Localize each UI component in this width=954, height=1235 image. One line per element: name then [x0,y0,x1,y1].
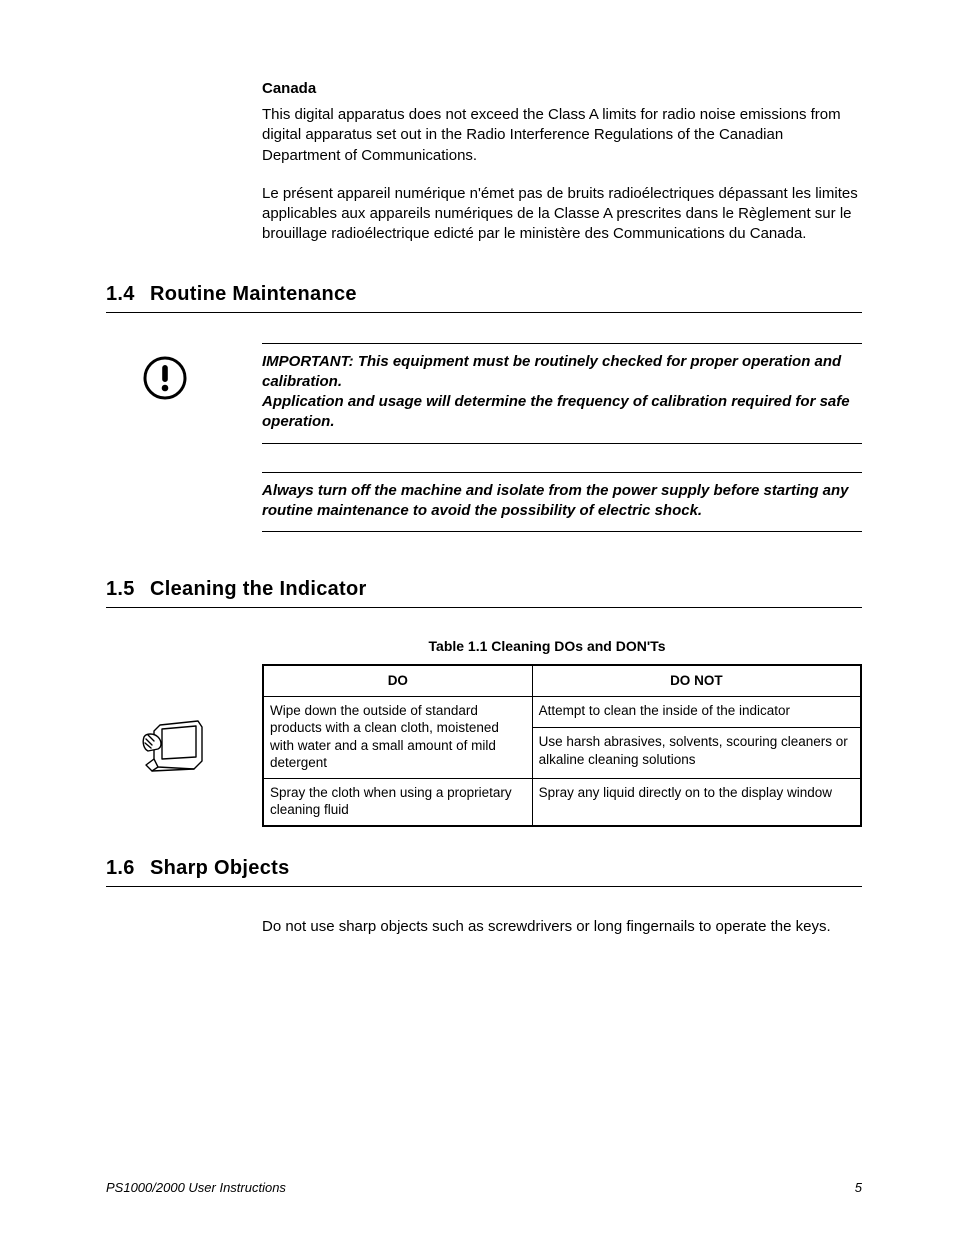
important-icon-col-1 [92,343,262,401]
sharp-objects-block: Do not use sharp objects such as screwdr… [262,917,862,937]
important-block-2: Always turn off the machine and isolate … [92,472,862,533]
section-rule-1-6 [106,886,862,887]
table-header-dont: DO NOT [532,665,861,696]
footer-page-number: 5 [855,1180,862,1195]
important-block-1: IMPORTANT: This equipment must be routin… [92,343,862,444]
table-header-row: DO DO NOT [263,665,861,696]
table-cell-dont-0-1: Use harsh abrasives, solvents, scouring … [532,728,861,779]
important-text-2: Always turn off the machine and isolate … [262,472,862,533]
page-footer: PS1000/2000 User Instructions 5 [106,1180,862,1195]
footer-doc-title: PS1000/2000 User Instructions [106,1180,286,1195]
section-heading-1-5: 1.5Cleaning the Indicator [92,578,862,601]
table-cell-dont-1-0: Spray any liquid directly on to the disp… [532,778,861,826]
table-caption-wrap: Table 1.1 Cleaning DOs and DON'Ts [262,638,862,654]
important-text-1: IMPORTANT: This equipment must be routin… [262,343,862,444]
section-number-1-5: 1.5 [106,578,150,601]
table-cell-do-1: Spray the cloth when using a proprietary… [263,778,532,826]
section-rule-1-4 [106,312,862,313]
section-title-1-6: Sharp Objects [150,857,290,879]
section-title-1-4: Routine Maintenance [150,283,357,305]
important-icon-col-2 [92,472,262,484]
sharp-objects-para: Do not use sharp objects such as screwdr… [262,917,862,937]
table-cell-dont-0-0: Attempt to clean the inside of the indic… [532,696,861,728]
cleaning-icon [140,715,208,775]
cleaning-table: DO DO NOT Wipe down the outside of stand… [262,664,862,827]
table-caption: Table 1.1 Cleaning DOs and DON'Ts [262,638,862,654]
table-icon-col [92,715,262,775]
page: Canada This digital apparatus does not e… [0,0,954,1235]
canada-block: Canada This digital apparatus does not e… [262,80,862,245]
section-rule-1-5 [106,607,862,608]
canada-para-fr: Le présent appareil numérique n'émet pas… [262,184,862,245]
canada-para-en: This digital apparatus does not exceed t… [262,105,862,166]
table-cell-do-0: Wipe down the outside of standard produc… [263,696,532,778]
table-wrap: DO DO NOT Wipe down the outside of stand… [92,664,862,827]
table-row: Wipe down the outside of standard produc… [263,696,861,728]
important-text-col-1: IMPORTANT: This equipment must be routin… [262,343,862,444]
important-text-col-2: Always turn off the machine and isolate … [262,472,862,533]
table-row: Spray the cloth when using a proprietary… [263,778,861,826]
section-number-1-4: 1.4 [106,283,150,306]
section-title-1-5: Cleaning the Indicator [150,578,367,600]
canada-heading: Canada [262,80,862,97]
important-icon [142,355,188,401]
section-number-1-6: 1.6 [106,857,150,880]
section-heading-1-6: 1.6Sharp Objects [92,857,862,880]
section-heading-1-4: 1.4Routine Maintenance [92,283,862,306]
table-header-do: DO [263,665,532,696]
